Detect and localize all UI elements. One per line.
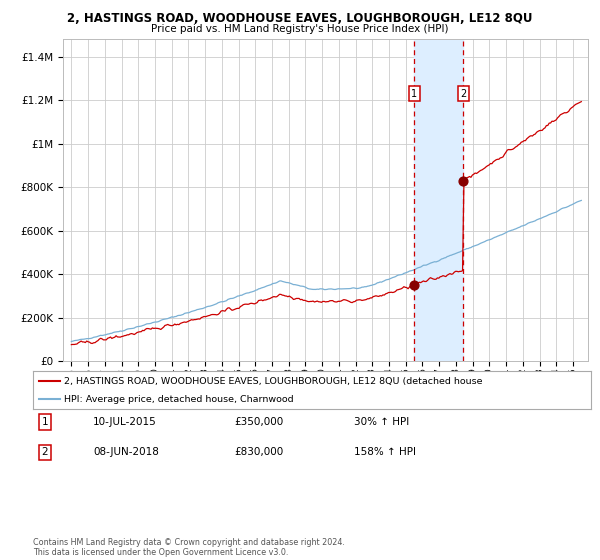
- Point: [410, 281, 419, 290]
- Text: £830,000: £830,000: [234, 447, 283, 458]
- Text: 158% ↑ HPI: 158% ↑ HPI: [354, 447, 416, 458]
- Text: 1: 1: [41, 417, 49, 427]
- Bar: [415, 39, 463, 361]
- Text: 2, HASTINGS ROAD, WOODHOUSE EAVES, LOUGHBOROUGH, LE12 8QU (detached house: 2, HASTINGS ROAD, WOODHOUSE EAVES, LOUGH…: [64, 376, 483, 385]
- Text: 08-JUN-2018: 08-JUN-2018: [93, 447, 159, 458]
- Text: 2, HASTINGS ROAD, WOODHOUSE EAVES, LOUGHBOROUGH, LE12 8QU: 2, HASTINGS ROAD, WOODHOUSE EAVES, LOUGH…: [67, 12, 533, 25]
- Text: 10-JUL-2015: 10-JUL-2015: [93, 417, 157, 427]
- Text: Price paid vs. HM Land Registry's House Price Index (HPI): Price paid vs. HM Land Registry's House …: [151, 24, 449, 34]
- Text: Contains HM Land Registry data © Crown copyright and database right 2024.
This d: Contains HM Land Registry data © Crown c…: [33, 538, 345, 557]
- Point: [458, 176, 468, 185]
- Text: 2: 2: [41, 447, 49, 458]
- Text: 2: 2: [460, 88, 466, 99]
- Text: 30% ↑ HPI: 30% ↑ HPI: [354, 417, 409, 427]
- Text: 1: 1: [412, 88, 418, 99]
- Text: HPI: Average price, detached house, Charnwood: HPI: Average price, detached house, Char…: [64, 395, 294, 404]
- Text: £350,000: £350,000: [234, 417, 283, 427]
